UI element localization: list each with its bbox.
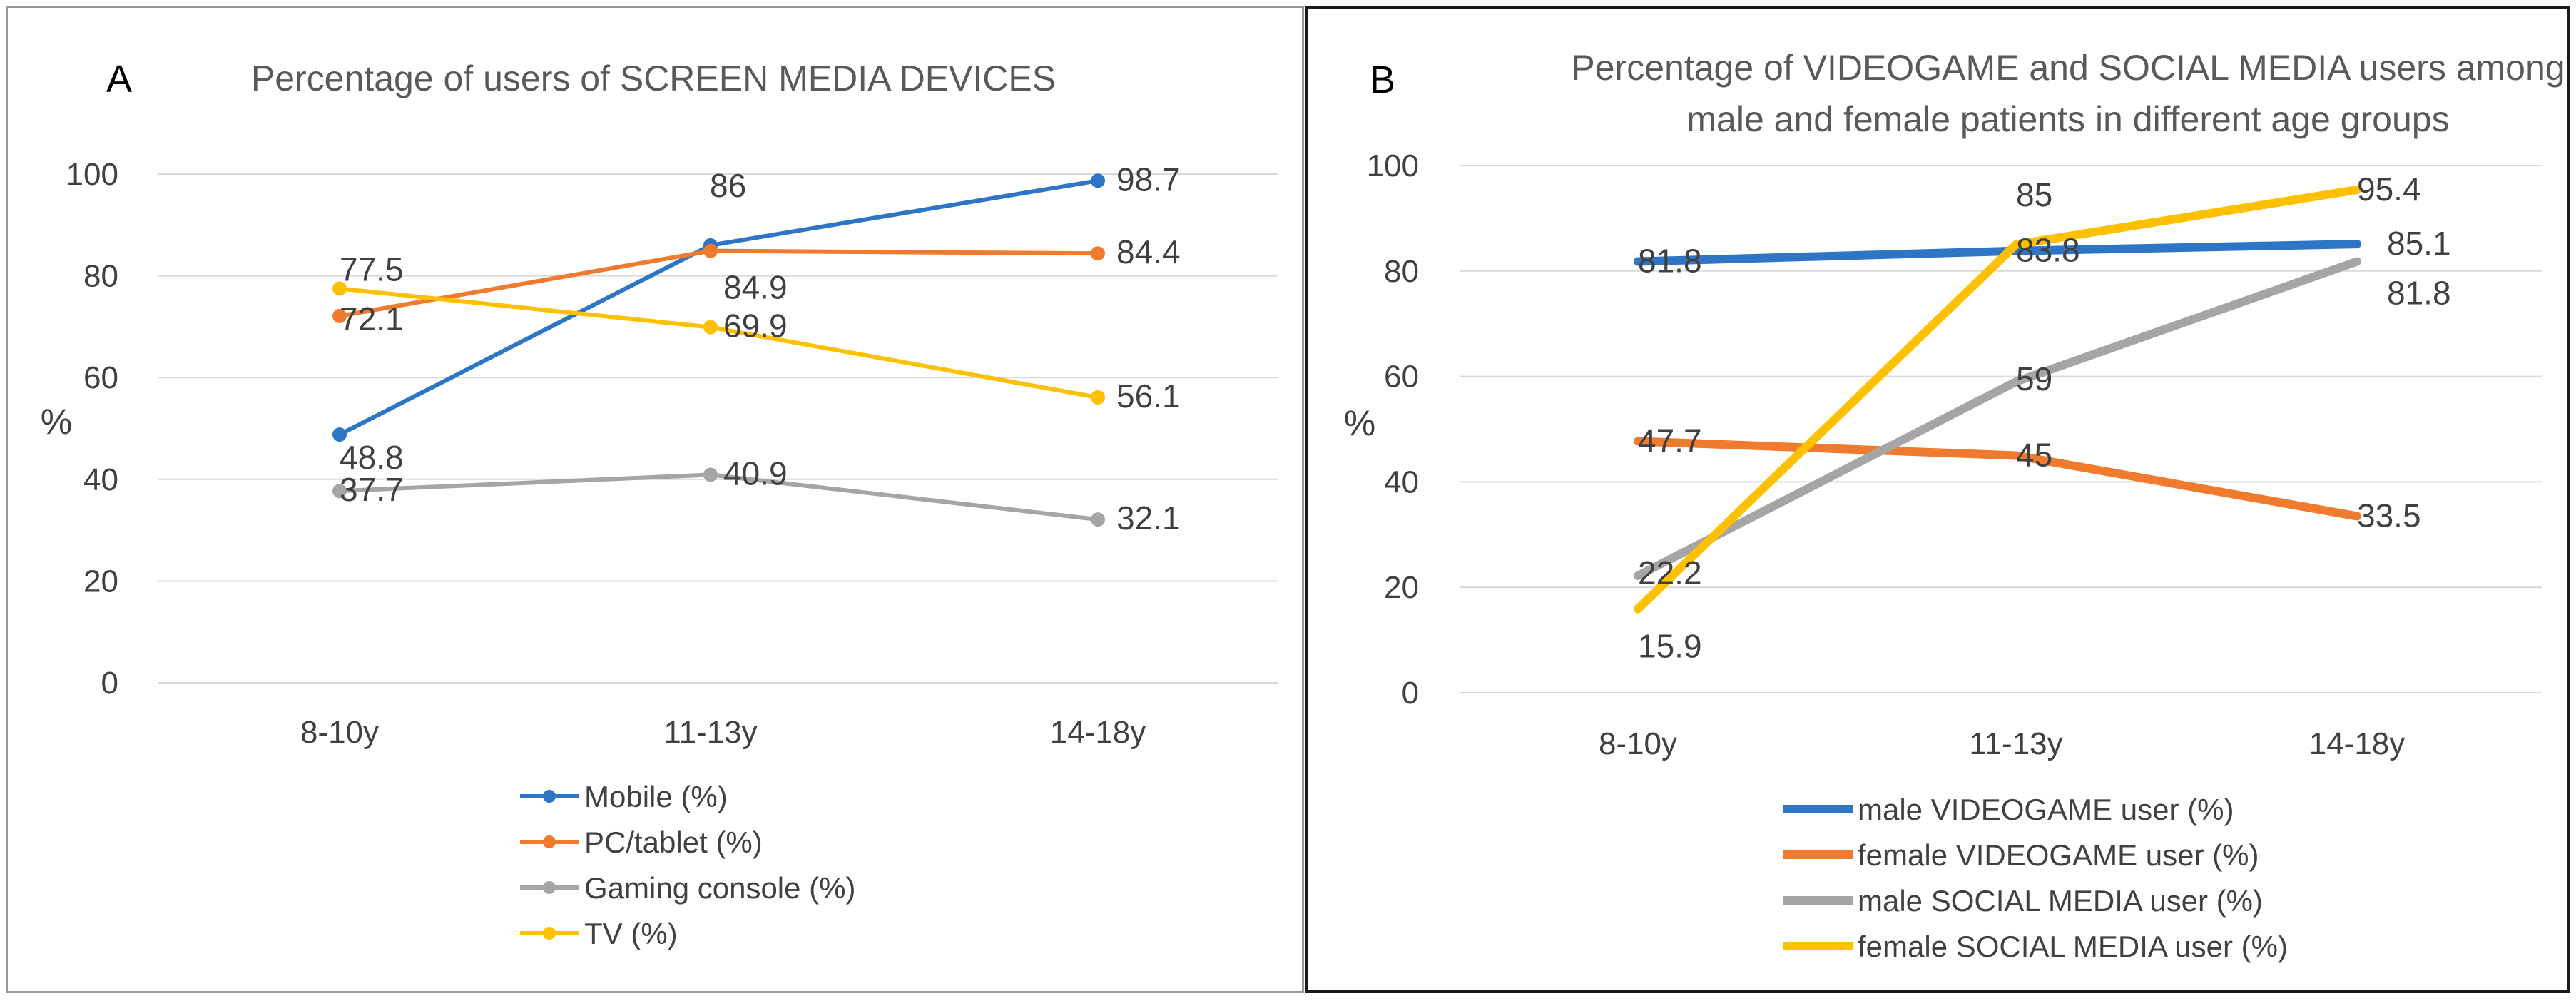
chart-a-series-2-point-1 <box>332 308 347 323</box>
chart-b-x-tick-8-10y: 8-10y <box>1599 726 1677 761</box>
chart-a-y-tick-60: 60 <box>83 360 118 395</box>
chart-panel-a: A Percentage of users of SCREEN MEDIA DEV… <box>6 6 1304 993</box>
chart-a-x-tick-14-18y: 14-18y <box>1050 715 1146 750</box>
chart-b-series-2-label-1: 47.7 <box>1638 422 1702 459</box>
chart-a-series-2-label-3: 84.4 <box>1116 233 1181 270</box>
chart-b-series-4-label-2: 85 <box>2016 176 2052 213</box>
chart-a-legend-label-3: Gaming console (%) <box>584 871 855 905</box>
chart-a-series-1-label-1: 48.8 <box>340 439 404 476</box>
chart-b-series-1-label-1: 81.8 <box>1638 242 1702 279</box>
chart-b-series-1-label-3: 85.1 <box>2387 225 2451 262</box>
chart-a-x-tick-8-10y: 8-10y <box>300 715 379 750</box>
chart-a-legend-label-2: PC/tablet (%) <box>584 825 763 859</box>
chart-a-series-1-point-1 <box>332 427 347 442</box>
chart-panel-b: B Percentage of VIDEOGAME and SOCIAL MEDI… <box>1305 6 2570 993</box>
chart-a-series-3-point-3 <box>1091 512 1105 527</box>
chart-b-y-tick-40: 40 <box>1384 464 1419 499</box>
chart-b-legend-label-2: female VIDEOGAME user (%) <box>1858 838 2259 872</box>
chart-b-y-tick-100: 100 <box>1367 148 1419 183</box>
chart-a-series-line-2 <box>337 248 1100 318</box>
chart-a-panel-letter: A <box>106 58 132 101</box>
chart-a-series-1-point-3 <box>1091 173 1105 188</box>
chart-b-series-line-4 <box>1634 185 2361 614</box>
chart-b-series-3-label-2: 59 <box>2016 360 2052 397</box>
chart-b-series-2-label-3: 33.5 <box>2357 497 2421 534</box>
chart-a-series-2-label-1: 72.1 <box>340 300 404 337</box>
chart-a-y-tick-0: 0 <box>101 666 118 701</box>
chart-a-legend-label-1: Mobile (%) <box>584 780 728 813</box>
chart-b-series-line-1 <box>1634 240 2361 266</box>
chart-b-legend-label-3: male SOCIAL MEDIA user (%) <box>1858 884 2263 918</box>
chart-a-legend-marker-1 <box>543 790 556 803</box>
chart-b-series-2-label-2: 45 <box>2016 436 2052 473</box>
chart-a-legend-marker-4 <box>543 927 556 940</box>
chart-b-title-line-1: Percentage of VIDEOGAME and SOCIAL MEDIA… <box>1571 48 2565 88</box>
chart-a-y-tick-20: 20 <box>83 564 118 599</box>
chart-b-y-tick-80: 80 <box>1384 254 1419 289</box>
chart-a-series-4-point-1 <box>332 281 347 296</box>
chart-b-series-line-3 <box>1634 257 2361 580</box>
chart-b-series-4-label-3: 95.4 <box>2357 171 2421 208</box>
chart-a-y-tick-80: 80 <box>83 259 118 294</box>
chart-a-series-4-label-2: 69.9 <box>723 308 788 345</box>
chart-a-svg: A Percentage of users of SCREEN MEDIA DEV… <box>41 58 1278 950</box>
chart-b-series-line-2 <box>1634 437 2361 521</box>
chart-b-y-axis-label: % <box>1344 403 1375 443</box>
chart-a-series-3-point-2 <box>703 467 718 482</box>
chart-a-series-3-label-2: 40.9 <box>723 454 788 492</box>
chart-a-series-line-4 <box>337 286 1100 400</box>
chart-a-series-3-label-3: 32.1 <box>1116 499 1181 537</box>
chart-b-y-tick-20: 20 <box>1384 570 1419 605</box>
chart-b-y-tick-0: 0 <box>1402 676 1419 711</box>
chart-a-x-tick-11-13y: 11-13y <box>663 715 757 750</box>
chart-b-series-3-label-3: 81.8 <box>2387 274 2451 311</box>
chart-a-series-line-1 <box>337 178 1100 437</box>
chart-a-series-4-point-3 <box>1091 390 1105 405</box>
chart-a-legend-marker-2 <box>543 835 556 848</box>
chart-b-series-3-label-1: 22.2 <box>1638 554 1702 591</box>
chart-a-series-2-label-2: 84.9 <box>723 269 788 306</box>
chart-b-legend-label-4: female SOCIAL MEDIA user (%) <box>1858 930 2288 963</box>
chart-a-y-tick-100: 100 <box>66 157 118 192</box>
chart-b-title-line-2: male and female patients in different ag… <box>1686 99 2449 139</box>
chart-a-series-line-3 <box>337 472 1100 522</box>
chart-a-title-line-1: Percentage of users of SCREEN MEDIA DEVI… <box>251 59 1056 98</box>
chart-b-legend-label-1: male VIDEOGAME user (%) <box>1858 793 2234 826</box>
chart-a-y-axis-label: % <box>41 402 72 442</box>
chart-a-y-tick-40: 40 <box>83 462 118 497</box>
chart-b-svg: B Percentage of VIDEOGAME and SOCIAL MEDI… <box>1344 48 2565 963</box>
chart-a-legend-label-4: TV (%) <box>584 917 678 950</box>
chart-a-legend-marker-3 <box>543 881 556 894</box>
chart-b-panel-letter: B <box>1370 59 1395 101</box>
chart-a-series-4-point-2 <box>703 320 718 335</box>
chart-b-x-tick-14-18y: 14-18y <box>2309 726 2406 761</box>
chart-b-x-tick-11-13y: 11-13y <box>1969 726 2062 761</box>
chart-b-series-1-label-2: 83.8 <box>2016 232 2080 269</box>
chart-a-series-2-point-2 <box>703 243 718 258</box>
chart-a-series-1-label-2: 86 <box>710 167 746 204</box>
chart-a-series-2-point-3 <box>1091 246 1105 261</box>
chart-b-series-4-label-1: 15.9 <box>1638 627 1702 664</box>
chart-a-series-3-point-1 <box>332 484 347 499</box>
chart-a-series-4-label-3: 56.1 <box>1116 377 1181 415</box>
chart-b-y-tick-60: 60 <box>1384 360 1419 395</box>
chart-a-series-1-label-3: 98.7 <box>1116 161 1181 198</box>
chart-a-series-3-label-1: 37.7 <box>340 471 404 508</box>
chart-a-series-4-label-1: 77.5 <box>340 250 404 288</box>
